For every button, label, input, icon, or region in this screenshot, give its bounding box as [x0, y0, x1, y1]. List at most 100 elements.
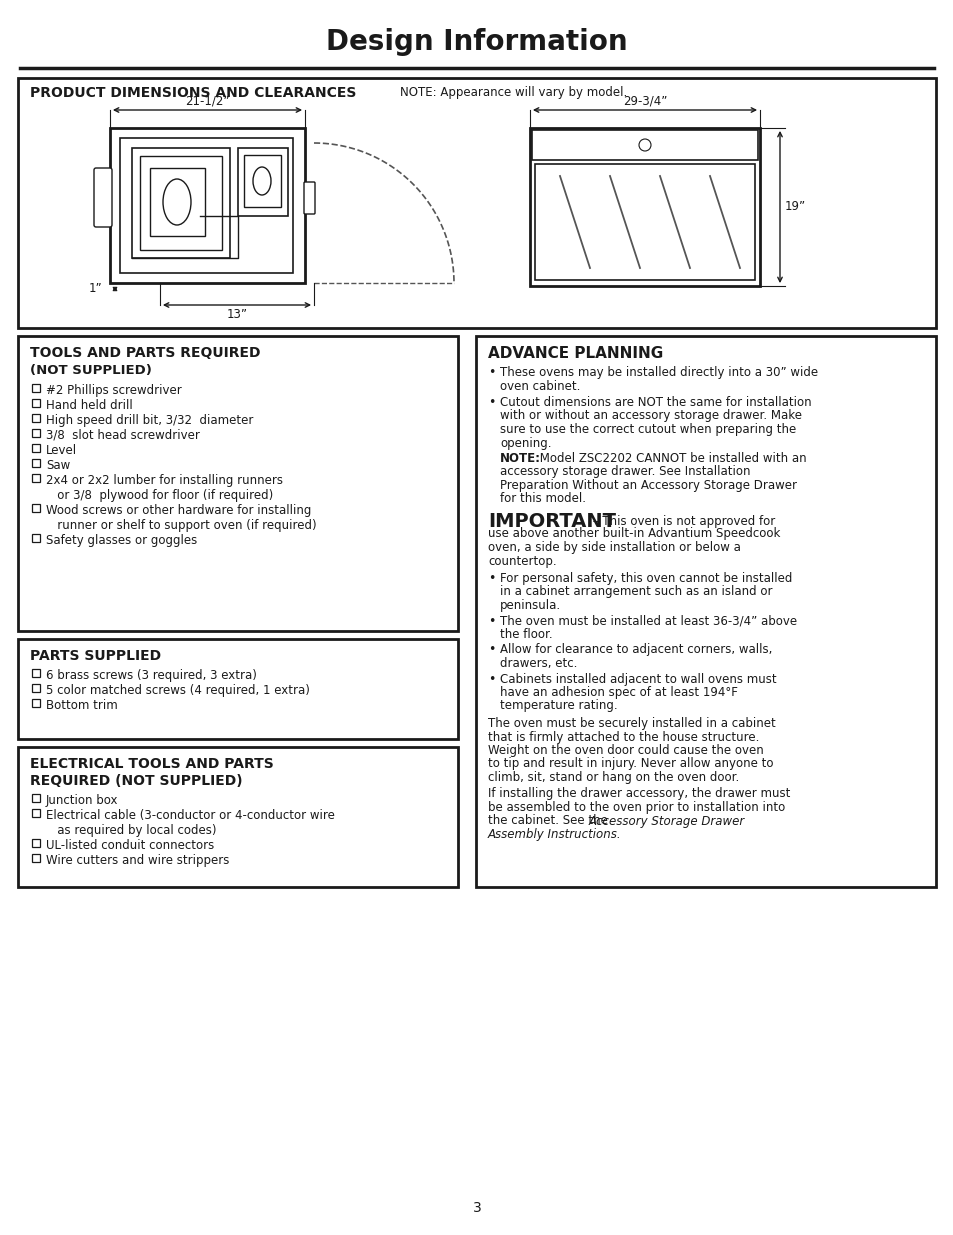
Text: climb, sit, stand or hang on the oven door.: climb, sit, stand or hang on the oven do…: [488, 771, 739, 784]
Text: be assembled to the oven prior to installation into: be assembled to the oven prior to instal…: [488, 802, 784, 814]
Bar: [120, 138, 293, 273]
Text: Electrical cable (3-conductor or 4-conductor wire: Electrical cable (3-conductor or 4-condu…: [46, 809, 335, 823]
Bar: [110, 128, 305, 283]
Text: 29-3/4”: 29-3/4”: [622, 94, 666, 107]
Text: 2x4 or 2x2 lumber for installing runners: 2x4 or 2x2 lumber for installing runners: [46, 474, 283, 487]
Text: 5 color matched screws (4 required, 1 extra): 5 color matched screws (4 required, 1 ex…: [46, 684, 310, 697]
Text: the cabinet. See the: the cabinet. See the: [488, 815, 611, 827]
Text: to tip and result in injury. Never allow anyone to: to tip and result in injury. Never allow…: [488, 757, 773, 771]
Bar: [32, 399, 40, 408]
Circle shape: [639, 140, 650, 151]
Bar: [18, 336, 457, 631]
Bar: [32, 414, 40, 422]
Text: countertop.: countertop.: [488, 555, 556, 568]
Ellipse shape: [253, 167, 271, 195]
Text: or 3/8  plywood for floor (if required): or 3/8 plywood for floor (if required): [46, 489, 273, 501]
Text: 3/8  slot head screwdriver: 3/8 slot head screwdriver: [46, 429, 200, 442]
Text: as required by local codes): as required by local codes): [46, 824, 216, 837]
FancyBboxPatch shape: [94, 168, 112, 227]
Text: Design Information: Design Information: [326, 28, 627, 56]
Text: oven, a side by side installation or below a: oven, a side by side installation or bel…: [488, 541, 740, 555]
Text: •: •: [488, 366, 495, 379]
Text: 13”: 13”: [226, 308, 247, 321]
Text: that is firmly attached to the house structure.: that is firmly attached to the house str…: [488, 730, 759, 743]
Text: Allow for clearance to adjacent corners, walls,: Allow for clearance to adjacent corners,…: [499, 643, 772, 657]
Bar: [132, 148, 230, 258]
Bar: [244, 156, 281, 207]
Text: Level: Level: [46, 445, 77, 457]
Text: with or without an accessory storage drawer. Make: with or without an accessory storage dra…: [499, 410, 801, 422]
Bar: [32, 429, 40, 437]
Text: in a cabinet arrangement such as an island or: in a cabinet arrangement such as an isla…: [499, 585, 772, 599]
Text: drawers, etc.: drawers, etc.: [499, 657, 577, 671]
Bar: [150, 168, 205, 236]
Text: •: •: [488, 673, 495, 685]
Text: – This oven is not approved for: – This oven is not approved for: [588, 515, 775, 529]
Bar: [32, 839, 40, 847]
Bar: [140, 156, 222, 249]
Text: 21-1/2”: 21-1/2”: [185, 94, 229, 107]
Text: PRODUCT DIMENSIONS AND CLEARANCES: PRODUCT DIMENSIONS AND CLEARANCES: [30, 86, 356, 100]
Text: Junction box: Junction box: [46, 794, 118, 806]
Text: (NOT SUPPLIED): (NOT SUPPLIED): [30, 364, 152, 377]
Text: 6 brass screws (3 required, 3 extra): 6 brass screws (3 required, 3 extra): [46, 669, 256, 682]
Text: REQUIRED (NOT SUPPLIED): REQUIRED (NOT SUPPLIED): [30, 774, 242, 788]
Bar: [532, 130, 758, 161]
Text: If installing the drawer accessory, the drawer must: If installing the drawer accessory, the …: [488, 788, 789, 800]
Bar: [32, 384, 40, 391]
Text: 3: 3: [472, 1200, 481, 1215]
Text: ADVANCE PLANNING: ADVANCE PLANNING: [488, 346, 662, 361]
Text: Weight on the oven door could cause the oven: Weight on the oven door could cause the …: [488, 743, 763, 757]
Text: peninsula.: peninsula.: [499, 599, 560, 613]
Text: NOTE:: NOTE:: [499, 452, 540, 466]
Text: Model ZSC2202 CANNOT be installed with an: Model ZSC2202 CANNOT be installed with a…: [536, 452, 806, 466]
Text: the floor.: the floor.: [499, 629, 552, 641]
Bar: [32, 699, 40, 706]
Text: Accessory Storage Drawer: Accessory Storage Drawer: [588, 815, 744, 827]
Text: Safety glasses or goggles: Safety glasses or goggles: [46, 534, 197, 547]
Text: The oven must be installed at least 36-3/4” above: The oven must be installed at least 36-3…: [499, 615, 797, 627]
Bar: [32, 459, 40, 467]
Text: NOTE: Appearance will vary by model.: NOTE: Appearance will vary by model.: [399, 86, 626, 99]
Text: PARTS SUPPLIED: PARTS SUPPLIED: [30, 650, 161, 663]
Text: sure to use the correct cutout when preparing the: sure to use the correct cutout when prep…: [499, 424, 796, 436]
Text: •: •: [488, 615, 495, 627]
Text: Hand held drill: Hand held drill: [46, 399, 132, 412]
Bar: [18, 78, 935, 329]
Text: for this model.: for this model.: [499, 493, 585, 505]
Text: TOOLS AND PARTS REQUIRED: TOOLS AND PARTS REQUIRED: [30, 346, 260, 359]
Text: IMPORTANT: IMPORTANT: [488, 513, 616, 531]
Text: Wood screws or other hardware for installing: Wood screws or other hardware for instal…: [46, 504, 311, 517]
Text: #2 Phillips screwdriver: #2 Phillips screwdriver: [46, 384, 182, 396]
Text: Cutout dimensions are NOT the same for installation: Cutout dimensions are NOT the same for i…: [499, 396, 811, 409]
Bar: [32, 445, 40, 452]
Bar: [32, 853, 40, 862]
Bar: [18, 747, 457, 887]
Text: opening.: opening.: [499, 436, 551, 450]
Text: •: •: [488, 643, 495, 657]
Text: Cabinets installed adjacent to wall ovens must: Cabinets installed adjacent to wall oven…: [499, 673, 776, 685]
Text: 19”: 19”: [784, 200, 805, 214]
Text: Preparation Without an Accessory Storage Drawer: Preparation Without an Accessory Storage…: [499, 479, 796, 492]
Text: temperature rating.: temperature rating.: [499, 699, 617, 713]
Text: runner or shelf to support oven (if required): runner or shelf to support oven (if requ…: [46, 519, 316, 532]
Bar: [32, 474, 40, 482]
Bar: [535, 164, 754, 280]
Bar: [32, 669, 40, 677]
Text: Bottom trim: Bottom trim: [46, 699, 117, 713]
Text: Wire cutters and wire strippers: Wire cutters and wire strippers: [46, 853, 229, 867]
Bar: [32, 809, 40, 818]
Text: 1”: 1”: [89, 283, 102, 295]
Bar: [476, 336, 935, 887]
Text: Assembly Instructions.: Assembly Instructions.: [488, 827, 621, 841]
Text: UL-listed conduit connectors: UL-listed conduit connectors: [46, 839, 214, 852]
Text: accessory storage drawer. See Installation: accessory storage drawer. See Installati…: [499, 466, 750, 478]
Bar: [32, 684, 40, 692]
Bar: [237, 148, 288, 216]
FancyBboxPatch shape: [304, 182, 314, 214]
Text: These ovens may be installed directly into a 30” wide: These ovens may be installed directly in…: [499, 366, 818, 379]
Text: •: •: [488, 396, 495, 409]
Ellipse shape: [163, 179, 191, 225]
Bar: [18, 638, 457, 739]
Text: For personal safety, this oven cannot be installed: For personal safety, this oven cannot be…: [499, 572, 792, 585]
